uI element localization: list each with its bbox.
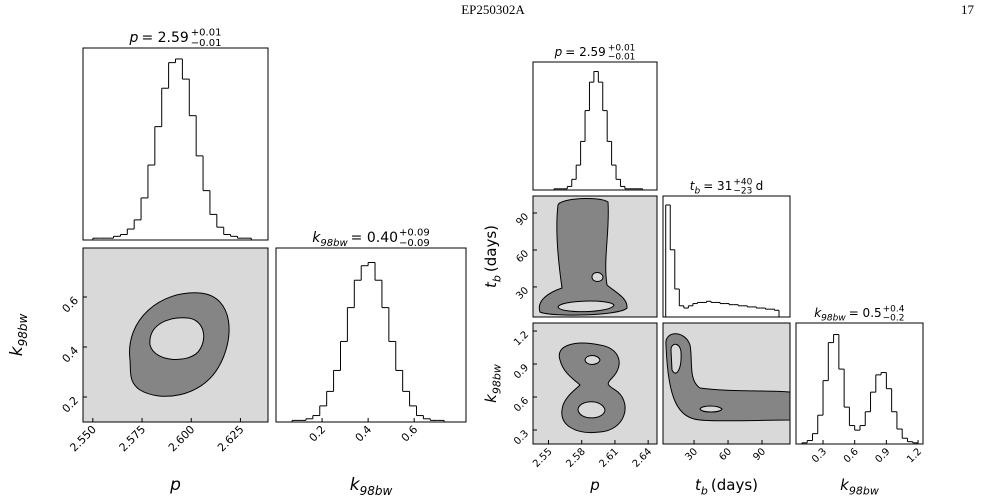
panel-title: tb = 31 bbox=[690, 179, 733, 197]
x-tick-label: 2.55 bbox=[531, 446, 555, 470]
x-tick-label: 30 bbox=[683, 446, 700, 463]
title-upper: +0.4 bbox=[883, 305, 905, 315]
axis-label: k98bw bbox=[482, 364, 504, 403]
contour bbox=[558, 342, 626, 434]
x-tick-label: 0.4 bbox=[353, 423, 375, 445]
label-text: = 2.59 bbox=[141, 30, 188, 46]
axis-label: k98bw bbox=[840, 476, 879, 498]
x-tick-label: 2.575 bbox=[117, 423, 148, 454]
symbol: p bbox=[129, 30, 139, 46]
symbol: t bbox=[695, 476, 702, 494]
subscript: 98bw bbox=[320, 238, 348, 249]
y-tick-label: 0.6 bbox=[512, 395, 531, 414]
title-upper: +0.01 bbox=[608, 44, 636, 54]
subscript: b bbox=[694, 187, 700, 197]
axis-label: tb(days) bbox=[695, 476, 758, 498]
x-tick-label: 0.6 bbox=[842, 446, 861, 465]
symbol: k bbox=[482, 393, 500, 403]
title-lower: −0.01 bbox=[608, 53, 636, 63]
x-tick-label: 2.64 bbox=[631, 446, 655, 470]
panel-title: p = 2.59 bbox=[129, 30, 189, 46]
x-tick-label: 0.9 bbox=[873, 446, 892, 465]
title-upper: +0.01 bbox=[191, 28, 222, 39]
panel-frame bbox=[82, 247, 269, 423]
subscript: 98bw bbox=[821, 314, 846, 324]
panel-frame bbox=[275, 247, 467, 423]
x-tick-label: 2.550 bbox=[67, 423, 98, 454]
running-title: EP250302A bbox=[461, 2, 525, 17]
subscript: 98bw bbox=[849, 485, 879, 498]
title-lower: −23 bbox=[733, 187, 752, 197]
symbol: t bbox=[690, 179, 696, 193]
panel-frame bbox=[532, 61, 658, 191]
title-lower: −0.2 bbox=[883, 314, 905, 324]
contour bbox=[665, 333, 791, 422]
label-text: = 0.40 bbox=[351, 230, 398, 246]
x-tick-label: 1.2 bbox=[905, 446, 924, 465]
subscript: 98bw bbox=[360, 484, 393, 498]
symbol: p bbox=[589, 476, 600, 494]
subscript: 98bw bbox=[16, 314, 30, 347]
y-tick-label: 60 bbox=[514, 248, 531, 265]
panel-frame bbox=[662, 195, 791, 318]
symbol: k bbox=[840, 476, 850, 494]
page-number: 17 bbox=[961, 2, 975, 17]
label-text: = 2.59 bbox=[565, 45, 606, 59]
symbol: k bbox=[814, 306, 822, 320]
title-lower: −0.01 bbox=[191, 38, 222, 49]
panel-frame bbox=[662, 322, 791, 445]
symbol: k bbox=[7, 345, 27, 356]
axis-label: tb (days) bbox=[482, 225, 504, 288]
axis-label: k98bw bbox=[350, 475, 393, 498]
symbol: k bbox=[350, 475, 361, 495]
contour bbox=[129, 292, 230, 397]
y-tick-label: 0.4 bbox=[60, 344, 82, 366]
x-tick-label: 60 bbox=[717, 446, 734, 463]
y-tick-label: 0.6 bbox=[60, 294, 82, 316]
panel-title: k98bw = 0.5 bbox=[814, 306, 881, 324]
x-tick-label: 2.61 bbox=[598, 446, 622, 470]
contour bbox=[538, 197, 628, 316]
label-text: (days) bbox=[482, 225, 500, 272]
subscript: b bbox=[491, 275, 504, 282]
y-tick-label: 90 bbox=[514, 211, 531, 228]
x-tick-label: 0.2 bbox=[307, 423, 329, 445]
label-text: (days) bbox=[711, 476, 758, 494]
subscript: 98bw bbox=[491, 364, 504, 394]
title-upper: +40 bbox=[733, 178, 752, 188]
title-unit: d bbox=[756, 179, 764, 193]
symbol: t bbox=[482, 281, 500, 288]
axis-label: k98bw bbox=[7, 314, 30, 357]
y-tick-label: 0.3 bbox=[512, 428, 531, 447]
label-text: = 0.5 bbox=[849, 306, 882, 320]
x-tick-label: 0.6 bbox=[399, 423, 421, 445]
symbol: k bbox=[312, 230, 321, 246]
x-tick-label: 2.600 bbox=[166, 423, 197, 454]
title-upper: +0.09 bbox=[399, 228, 430, 239]
axis-label: p bbox=[589, 476, 600, 494]
panel-frame bbox=[795, 322, 924, 445]
x-tick-label: 2.58 bbox=[564, 446, 588, 470]
subscript: b bbox=[701, 485, 708, 498]
y-tick-label: 0.9 bbox=[512, 362, 531, 381]
panel-title: k98bw = 0.40 bbox=[312, 230, 398, 249]
title-lower: −0.09 bbox=[399, 238, 430, 249]
y-tick-label: 0.2 bbox=[60, 394, 82, 416]
axis-label: p bbox=[169, 475, 181, 495]
label-text: = 31 bbox=[703, 179, 732, 193]
x-tick-label: 2.625 bbox=[215, 423, 246, 454]
panel-frame bbox=[82, 47, 269, 241]
x-tick-label: 90 bbox=[751, 446, 768, 463]
x-tick-label: 0.3 bbox=[810, 446, 829, 465]
panel-frame bbox=[532, 322, 658, 445]
panel-title: p = 2.59 bbox=[554, 45, 606, 59]
y-tick-label: 1.2 bbox=[512, 329, 531, 348]
symbol: p bbox=[554, 45, 563, 59]
symbol: p bbox=[169, 475, 181, 495]
y-tick-label: 30 bbox=[514, 285, 531, 302]
panel-frame bbox=[532, 195, 658, 318]
